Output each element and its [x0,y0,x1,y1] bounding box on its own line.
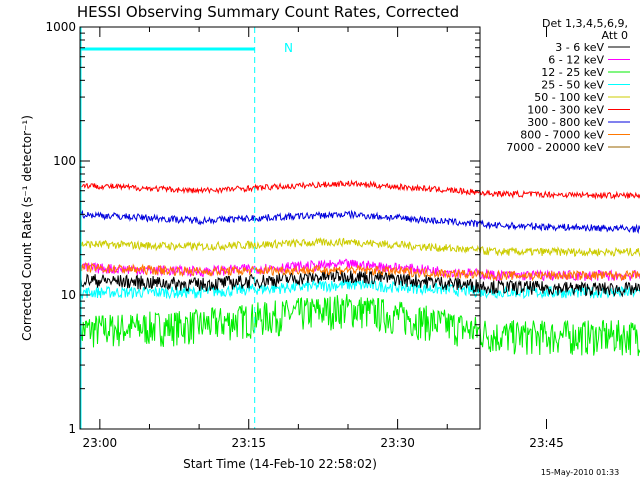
y-tick-label: 1 [68,422,76,436]
series-line [79,236,640,258]
series-line [79,262,640,282]
series-line [79,179,640,200]
legend-title: Att 0 [602,29,628,42]
legend-entry-label: 800 - 7000 keV [520,129,604,142]
series-line [79,269,640,298]
legend-entry-label: 6 - 12 keV [548,54,604,67]
chart-title: HESSI Observing Summary Count Rates, Cor… [77,3,459,21]
legend-entry-label: 7000 - 20000 keV [506,141,604,154]
legend-entry-label: 50 - 100 keV [534,91,604,104]
legend-entry-label: 12 - 25 keV [541,66,604,79]
y-tick-label: 1000 [45,20,76,34]
y-axis-label: Corrected Count Rate (s⁻¹ detector⁻¹) [20,115,34,341]
legend-entry-label: 3 - 6 keV [555,41,604,54]
legend-entry-label: 300 - 800 keV [527,116,604,129]
x-tick-label: 23:45 [529,436,564,450]
y-tick-label: 10 [61,288,76,302]
legend-entry-label: 25 - 50 keV [541,79,604,92]
series-line [79,278,640,300]
plot-frame [79,26,481,430]
y-axis: 1 10 100 1000 [45,20,480,436]
x-tick-label: 23:15 [231,436,266,450]
timestamp: 15-May-2010 01:33 [541,468,619,477]
y-tick-label: 100 [53,154,76,168]
x-axis-label: Start Time (14-Feb-10 22:58:02) [183,457,377,471]
x-tick-label: 23:00 [83,436,118,450]
legend-title: Det 1,3,4,5,6,9, [542,17,628,30]
night-marker-label: N [284,41,293,55]
series-line [79,209,640,235]
legend-entry-label: 100 - 300 keV [527,104,604,117]
plot-area: NS [79,27,640,429]
series-line [79,294,640,357]
x-tick-label: 23:30 [380,436,415,450]
